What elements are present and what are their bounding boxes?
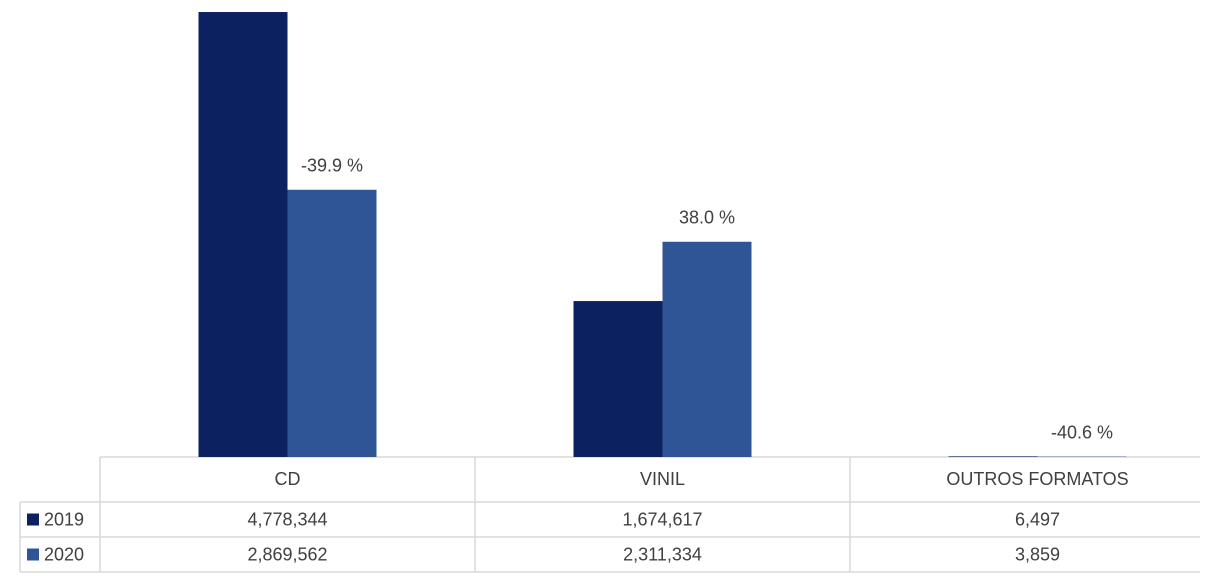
- change-label: 38.0 %: [679, 208, 735, 228]
- table-cell: 6,497: [1015, 509, 1060, 529]
- bar: [948, 456, 1038, 457]
- legend-key: [27, 513, 39, 526]
- change-label: -39.9 %: [301, 156, 363, 176]
- table-cell: 1,674,617: [622, 509, 702, 529]
- table-cell: 3,859: [1015, 544, 1060, 564]
- bar: [198, 12, 288, 457]
- legend-label: 2020: [44, 544, 84, 564]
- category-label: CD: [275, 469, 301, 489]
- table-cell: 2,311,334: [623, 544, 702, 564]
- category-label: OUTROS FORMATOS: [946, 469, 1128, 489]
- bar: [287, 189, 377, 457]
- table-cell: 4,778,344: [247, 509, 327, 529]
- change-label: -40.6 %: [1051, 422, 1113, 442]
- legend-label: 2019: [44, 509, 84, 529]
- bar: [573, 301, 663, 457]
- category-label: VINIL: [640, 469, 685, 489]
- table-cell: 2,869,562: [247, 544, 327, 564]
- legend-key: [27, 548, 39, 561]
- bar: [662, 241, 752, 457]
